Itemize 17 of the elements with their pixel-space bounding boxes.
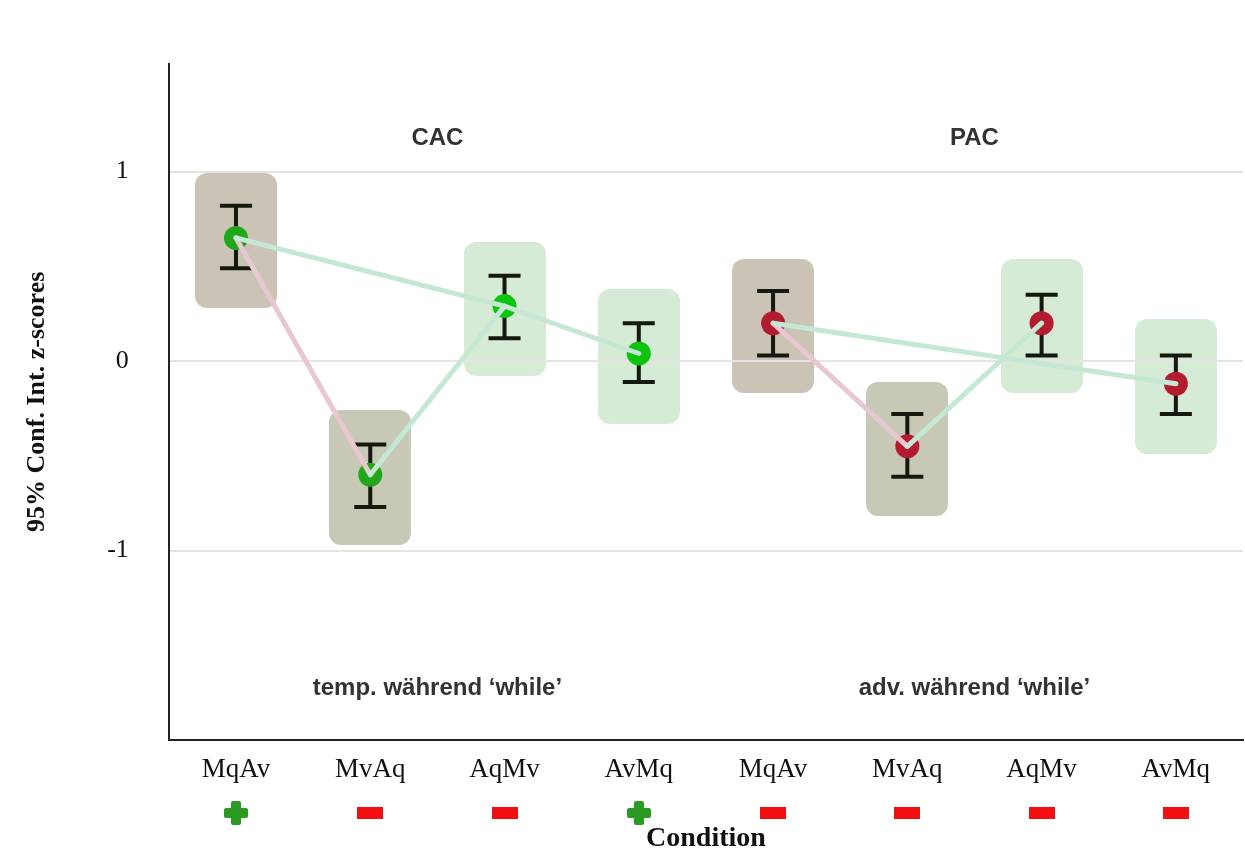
x-tick-label: MvAq bbox=[872, 753, 944, 784]
x-tick-label: AvMq bbox=[1141, 753, 1211, 784]
annotation: temp. während ‘while’ bbox=[312, 672, 563, 700]
annotation: CAC bbox=[411, 123, 464, 151]
x-tick-label: AqMv bbox=[469, 753, 541, 784]
annotation: PAC bbox=[950, 123, 999, 151]
x-tick-label: MqAv bbox=[201, 753, 271, 784]
y-tick-label: -1 bbox=[107, 534, 129, 564]
x-tick-label: MvAq bbox=[335, 753, 407, 784]
x-tick-label: AqMv bbox=[1006, 753, 1078, 784]
y-axis-title: 95% Conf. Int. z-scores bbox=[21, 271, 51, 532]
y-tick-label: 0 bbox=[115, 344, 129, 374]
y-tick-label: 1 bbox=[115, 155, 129, 185]
x-tick-label: AvMq bbox=[604, 753, 674, 784]
x-tick-label: MqAv bbox=[738, 753, 808, 784]
x-axis-title: Condition bbox=[646, 821, 767, 853]
annotation: adv. während ‘while’ bbox=[858, 672, 1091, 700]
